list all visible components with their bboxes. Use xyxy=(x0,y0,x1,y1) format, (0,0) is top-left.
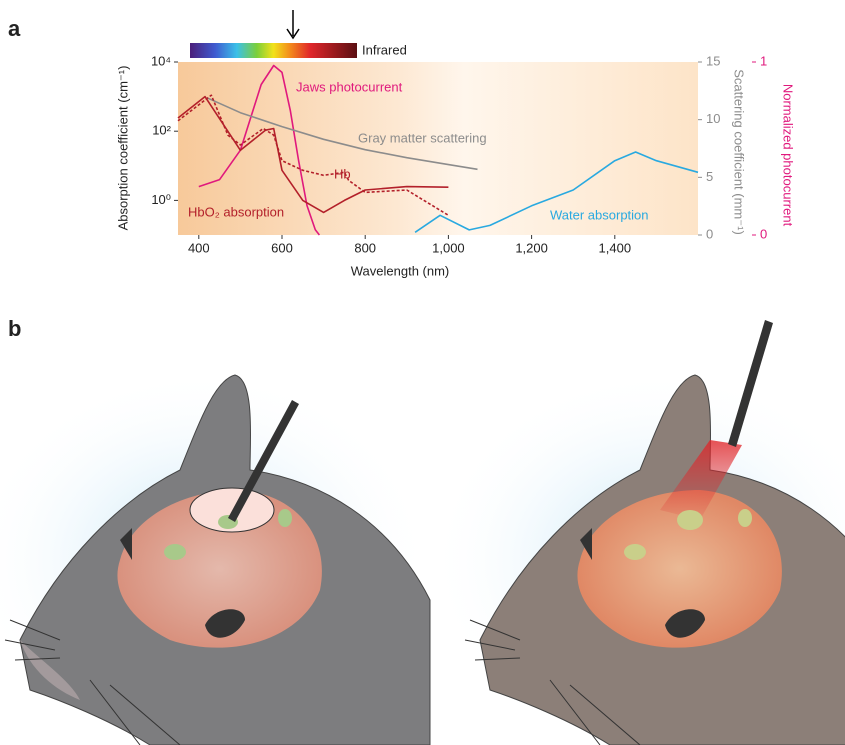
series-label: Water absorption xyxy=(550,207,649,222)
y-tick-label: 10⁰ xyxy=(151,192,171,207)
y3-tick-label: 1 xyxy=(760,53,767,68)
spectrum-bar xyxy=(190,43,357,58)
y2-tick-label: 0 xyxy=(706,226,713,241)
x-tick-label: 1,400 xyxy=(599,240,632,255)
y2-axis-title: Scattering coefficient (mm⁻¹) xyxy=(732,69,747,235)
y2-tick-label: 5 xyxy=(706,169,713,184)
chart-area: 400 600 800 1,000 1,200 1,400 10⁰ 10² 10⁴ 0 5 10 15 0… xyxy=(151,53,767,255)
figure: 400 600 800 1,000 1,200 1,400 10⁰ 10² 10⁴ 0 5 10 15 0… xyxy=(0,0,845,745)
illustration-right xyxy=(430,320,845,745)
y-tick-label: 10² xyxy=(152,123,171,138)
y3-axis-title: Normalized photocurrent xyxy=(781,84,796,227)
x-tick-label: 1,000 xyxy=(432,240,465,255)
arrow xyxy=(287,10,299,38)
x-tick-label: 600 xyxy=(271,240,293,255)
page: {"chart_data": {"type": "line", "panel_l… xyxy=(0,0,845,745)
y3-tick-label: 0 xyxy=(760,226,767,241)
y2-tick-label: 15 xyxy=(706,53,720,68)
x-tick-label: 1,200 xyxy=(515,240,548,255)
series-label: Hb xyxy=(334,166,351,181)
y2-tick-label: 10 xyxy=(706,111,720,126)
x-tick-label: 400 xyxy=(188,240,210,255)
panel-label: b xyxy=(8,316,21,341)
y-tick-label: 10⁴ xyxy=(151,53,171,68)
series-label: HbO₂ absorption xyxy=(188,204,284,219)
spectrum-label: Infrared xyxy=(362,42,407,57)
series-label: Gray matter scattering xyxy=(358,130,487,145)
x-axis-title: Wavelength (nm) xyxy=(351,263,450,278)
y-axis-title: Absorption coefficient (cm⁻¹) xyxy=(115,66,130,231)
panel-label: a xyxy=(8,16,21,41)
illustration-left xyxy=(0,370,430,745)
x-tick-label: 800 xyxy=(354,240,376,255)
series-label: Jaws photocurrent xyxy=(296,79,403,94)
